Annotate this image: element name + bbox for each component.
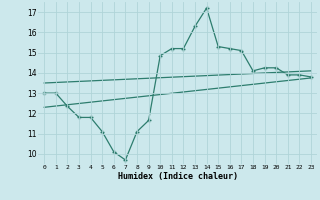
X-axis label: Humidex (Indice chaleur): Humidex (Indice chaleur)	[118, 172, 238, 181]
